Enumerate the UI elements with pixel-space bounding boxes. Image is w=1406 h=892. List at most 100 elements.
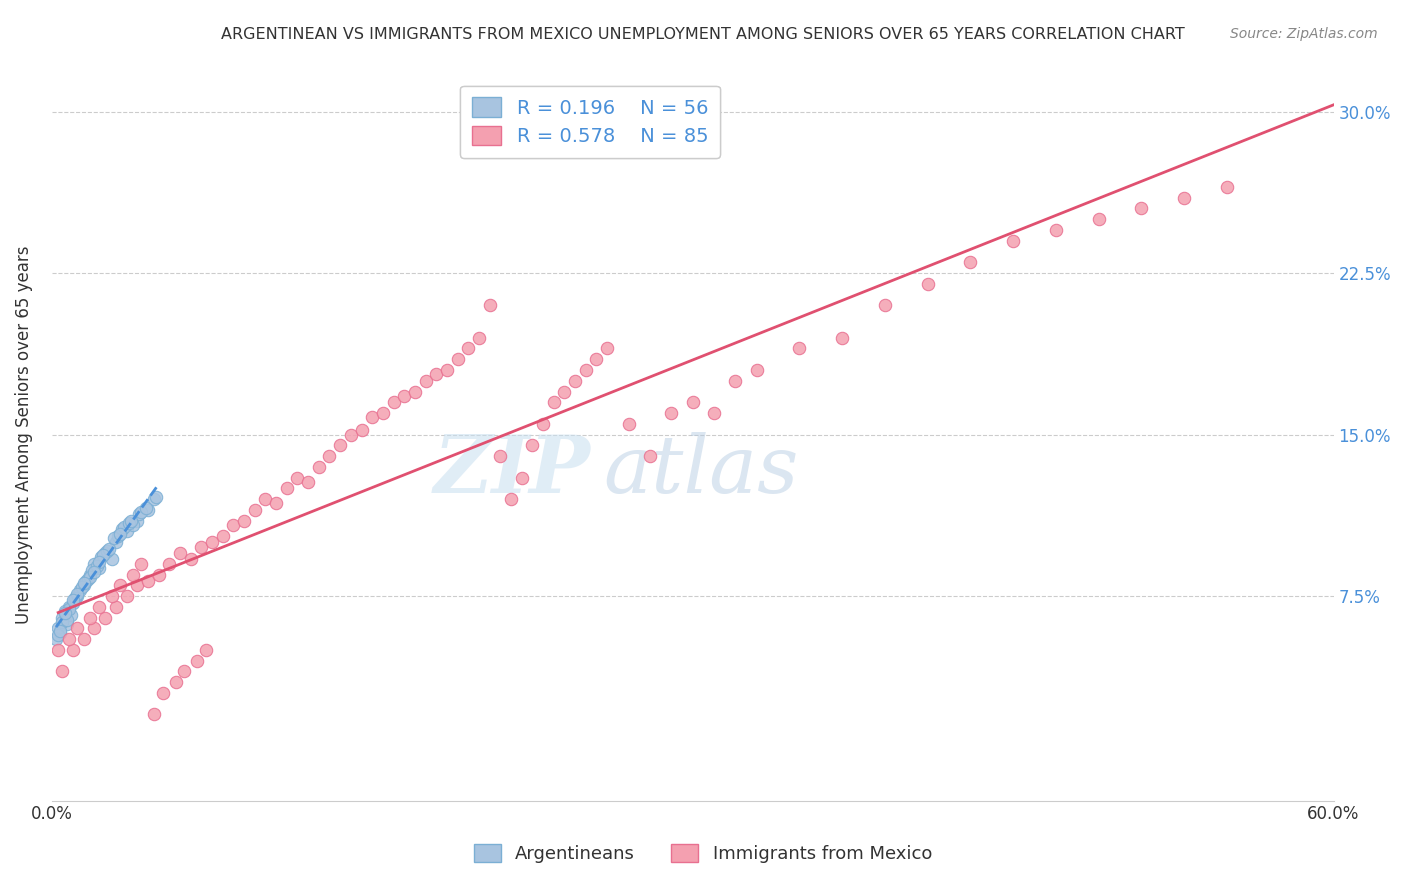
Point	[222, 518, 245, 533]
Point	[165, 675, 187, 690]
Point	[96, 544, 118, 558]
Point	[103, 531, 125, 545]
Point	[46, 643, 69, 657]
Point	[51, 665, 73, 679]
Text: ARGENTINEAN VS IMMIGRANTS FROM MEXICO UNEMPLOYMENT AMONG SENIORS OVER 65 YEARS C: ARGENTINEAN VS IMMIGRANTS FROM MEXICO UN…	[221, 27, 1185, 42]
Point	[468, 331, 491, 345]
Point	[831, 331, 853, 345]
Point	[104, 535, 127, 549]
Point	[46, 628, 69, 642]
Point	[100, 552, 122, 566]
Point	[1002, 234, 1025, 248]
Point	[82, 563, 104, 577]
Point	[94, 546, 117, 560]
Point	[45, 632, 67, 647]
Point	[58, 632, 80, 647]
Point	[136, 574, 159, 588]
Point	[350, 423, 373, 437]
Point	[69, 582, 91, 597]
Point	[70, 581, 93, 595]
Point	[499, 492, 522, 507]
Point	[127, 578, 149, 592]
Point	[254, 492, 277, 507]
Point	[211, 529, 233, 543]
Point	[100, 589, 122, 603]
Point	[745, 363, 768, 377]
Point	[131, 557, 153, 571]
Point	[201, 535, 224, 549]
Point	[194, 643, 217, 657]
Point	[152, 686, 174, 700]
Point	[66, 587, 89, 601]
Point	[83, 621, 105, 635]
Point	[457, 342, 479, 356]
Point	[75, 574, 97, 588]
Point	[66, 621, 89, 635]
Point	[585, 352, 607, 367]
Point	[112, 520, 135, 534]
Point	[148, 567, 170, 582]
Point	[169, 546, 191, 560]
Point	[87, 599, 110, 614]
Point	[62, 595, 84, 609]
Point	[917, 277, 939, 291]
Point	[128, 508, 150, 522]
Point	[173, 665, 195, 679]
Text: ZIP: ZIP	[433, 433, 591, 510]
Point	[98, 541, 121, 556]
Point	[94, 610, 117, 624]
Point	[127, 514, 149, 528]
Point	[77, 572, 100, 586]
Point	[107, 529, 129, 543]
Point	[873, 298, 896, 312]
Y-axis label: Unemployment Among Seniors over 65 years: Unemployment Among Seniors over 65 years	[15, 245, 32, 624]
Point	[415, 374, 437, 388]
Point	[104, 599, 127, 614]
Point	[87, 555, 110, 569]
Point	[79, 610, 101, 624]
Point	[564, 374, 586, 388]
Point	[425, 368, 447, 382]
Point	[478, 298, 501, 312]
Point	[135, 500, 157, 515]
Point	[180, 552, 202, 566]
Point	[1173, 191, 1195, 205]
Point	[157, 557, 180, 571]
Point	[543, 395, 565, 409]
Point	[51, 615, 73, 629]
Point	[329, 438, 352, 452]
Point	[340, 427, 363, 442]
Point	[55, 617, 77, 632]
Point	[1087, 212, 1109, 227]
Point	[531, 417, 554, 431]
Point	[87, 561, 110, 575]
Point	[659, 406, 682, 420]
Point	[83, 557, 105, 571]
Point	[233, 514, 256, 528]
Legend: Argentineans, Immigrants from Mexico: Argentineans, Immigrants from Mexico	[463, 833, 943, 874]
Point	[190, 540, 212, 554]
Point	[1130, 202, 1153, 216]
Point	[1045, 223, 1067, 237]
Point	[394, 389, 416, 403]
Point	[90, 550, 112, 565]
Point	[510, 470, 533, 484]
Point	[73, 632, 96, 647]
Point	[308, 459, 330, 474]
Point	[115, 524, 138, 539]
Point	[682, 395, 704, 409]
Point	[118, 516, 141, 530]
Legend: R = 0.196    N = 56, R = 0.578    N = 85: R = 0.196 N = 56, R = 0.578 N = 85	[460, 86, 720, 158]
Point	[522, 438, 544, 452]
Point	[382, 395, 405, 409]
Point	[79, 570, 101, 584]
Point	[361, 410, 384, 425]
Point	[111, 522, 134, 536]
Point	[73, 576, 96, 591]
Point	[553, 384, 575, 399]
Point	[264, 496, 287, 510]
Point	[122, 518, 145, 533]
Point	[789, 342, 811, 356]
Point	[143, 492, 166, 507]
Text: Source: ZipAtlas.com: Source: ZipAtlas.com	[1230, 27, 1378, 41]
